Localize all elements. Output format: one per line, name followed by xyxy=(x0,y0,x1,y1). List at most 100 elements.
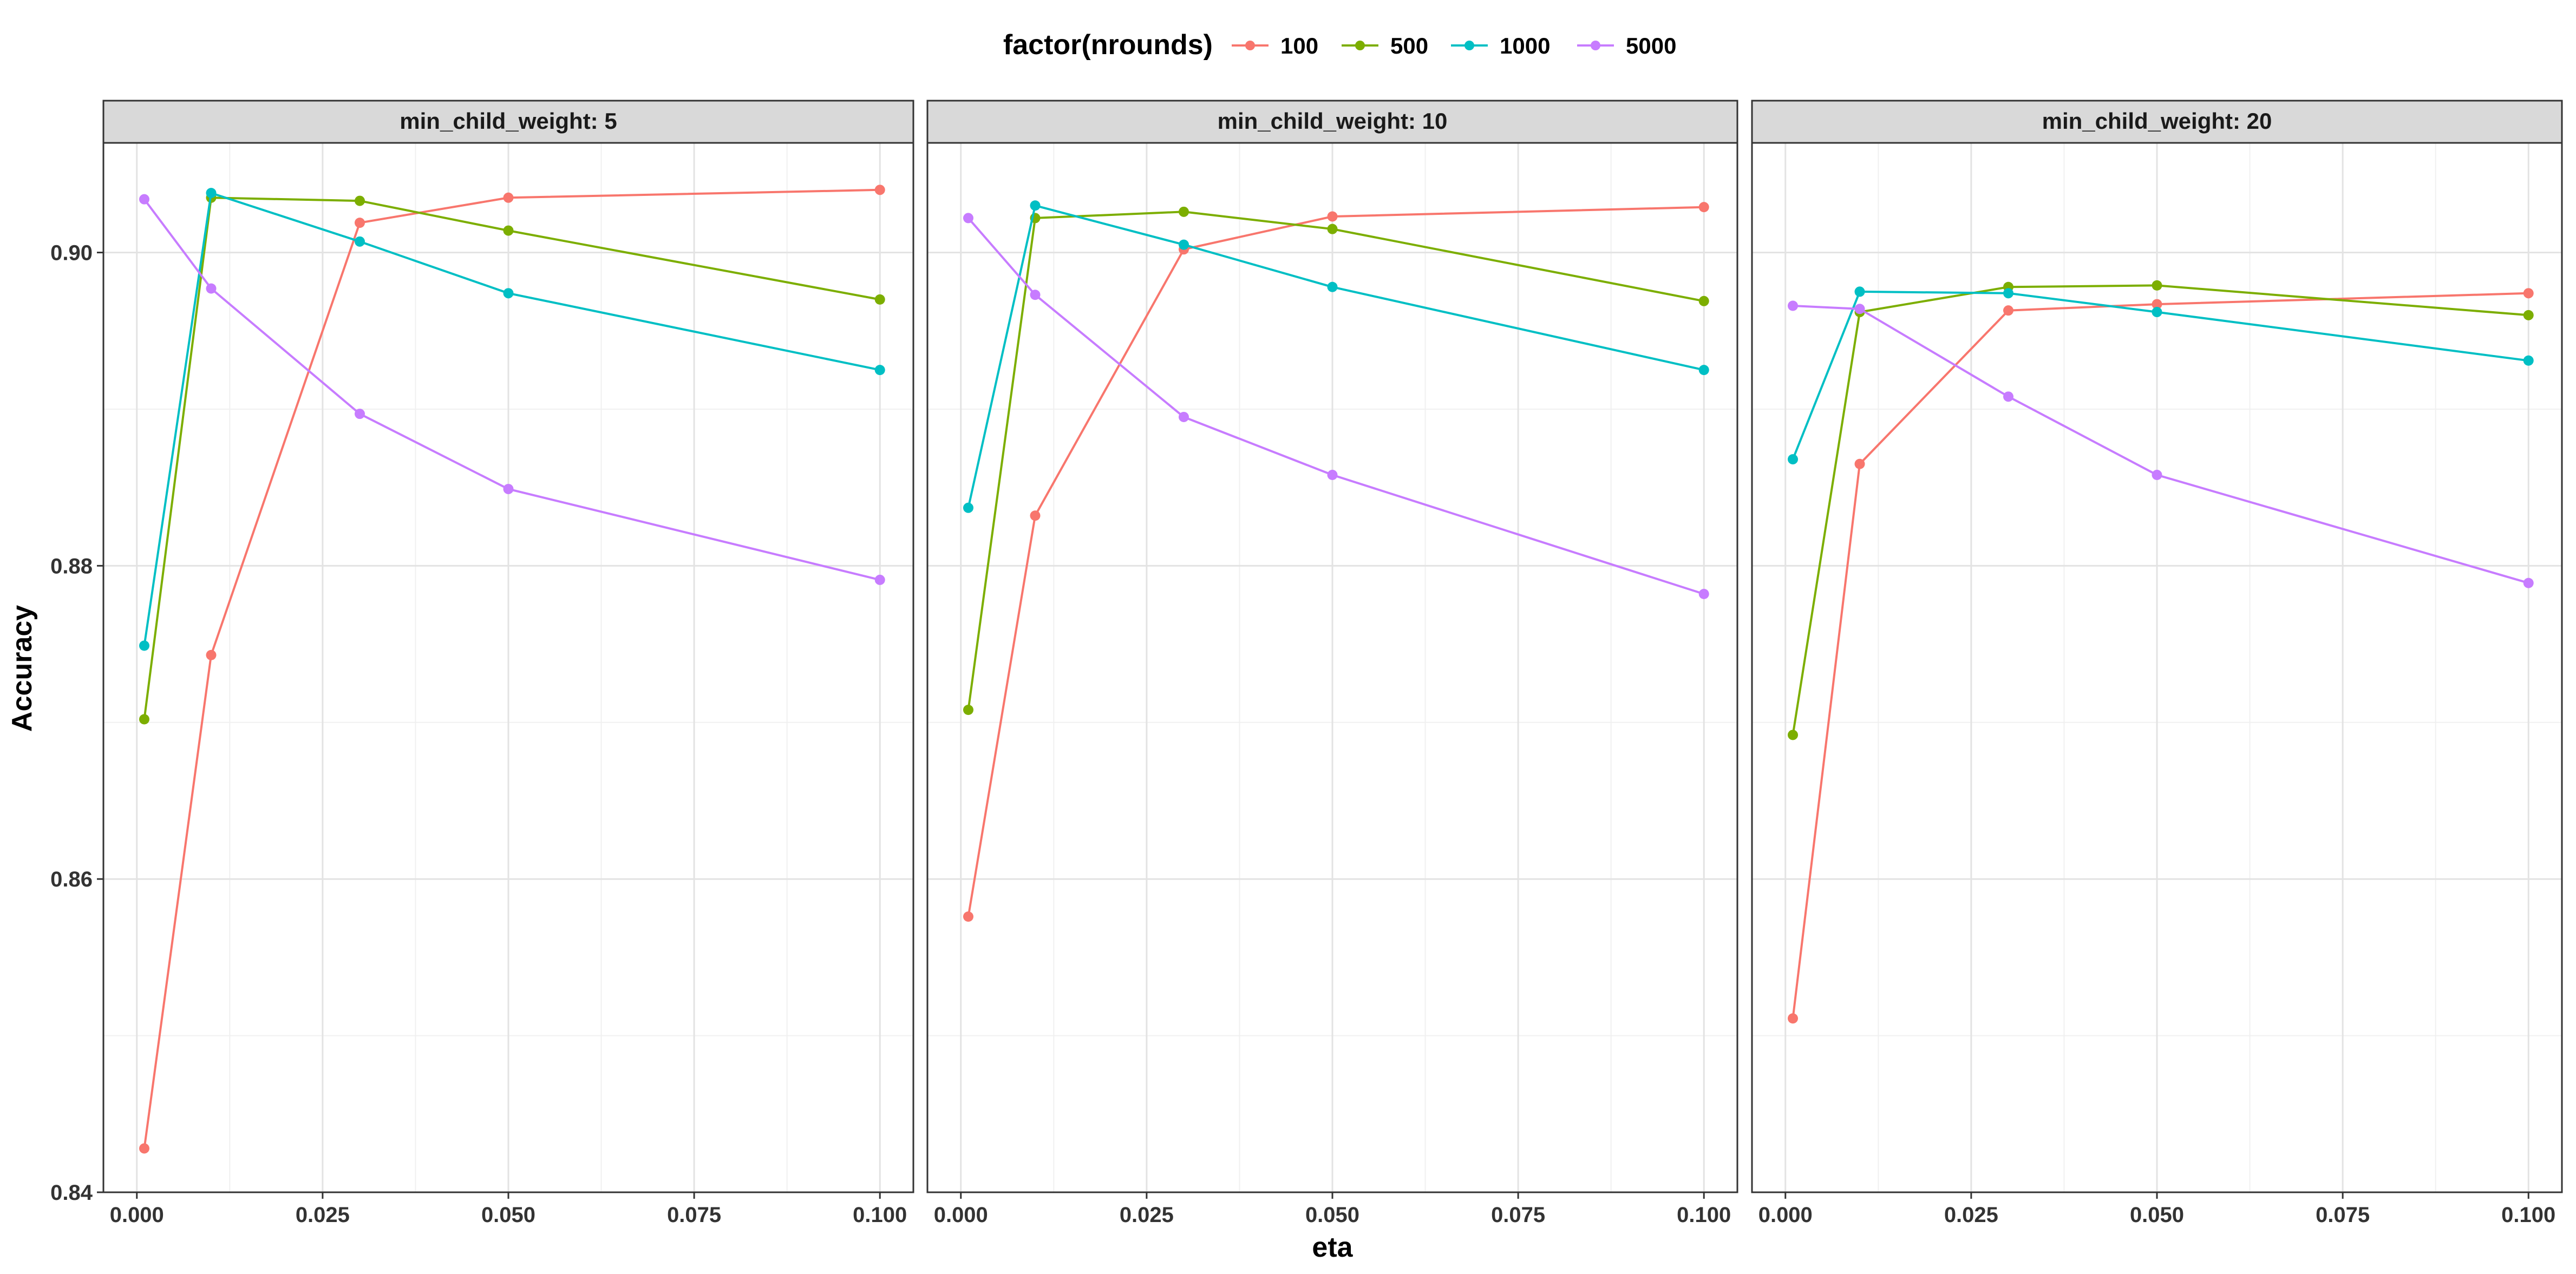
x-tick-label: 0.000 xyxy=(934,1203,988,1227)
data-point xyxy=(1787,1013,1798,1024)
data-point xyxy=(1854,304,1865,314)
data-point xyxy=(2523,310,2534,320)
data-point xyxy=(139,1143,149,1154)
data-point xyxy=(1030,200,1041,211)
x-tick-label: 0.100 xyxy=(1677,1203,1731,1227)
data-point xyxy=(1327,224,1338,234)
data-point xyxy=(2523,288,2534,299)
data-point xyxy=(1854,286,1865,297)
data-point xyxy=(1698,588,1709,599)
data-point xyxy=(503,225,514,236)
data-point xyxy=(963,213,973,224)
series-1000 xyxy=(963,200,1709,513)
x-tick-label: 0.025 xyxy=(1120,1203,1174,1227)
legend-label: 500 xyxy=(1390,33,1428,58)
legend-label: 100 xyxy=(1280,33,1318,58)
data-point xyxy=(355,195,365,206)
data-point xyxy=(1698,365,1709,376)
data-point xyxy=(2152,307,2162,318)
data-point xyxy=(1030,290,1041,300)
data-point xyxy=(2152,299,2162,310)
series-line xyxy=(143,188,880,1149)
data-point xyxy=(355,409,365,419)
series-5000 xyxy=(1787,300,2534,588)
data-point xyxy=(2152,280,2162,291)
x-tick-label: 0.075 xyxy=(667,1203,721,1227)
series-100 xyxy=(139,185,885,1154)
data-point xyxy=(1030,510,1041,521)
x-tick-label: 0.000 xyxy=(110,1203,164,1227)
x-tick-label: 0.000 xyxy=(1758,1203,1813,1227)
data-point xyxy=(874,185,885,195)
data-point xyxy=(1179,206,1189,217)
data-point xyxy=(503,192,514,203)
facet-panel: min_child_weight: 5 0.000 0.025 0.050 0.075 0… xyxy=(50,100,914,1227)
x-tick-label: 0.100 xyxy=(2501,1203,2555,1227)
data-point xyxy=(206,649,217,660)
series-line xyxy=(967,217,1704,595)
data-point xyxy=(1327,211,1338,222)
data-point xyxy=(139,640,149,651)
legend-label: 5000 xyxy=(1626,33,1676,58)
facet-panel: min_child_weight: 10 0.000 0.025 0.050 0.075… xyxy=(926,100,1738,1227)
facet-strip xyxy=(1751,100,2563,144)
series-100 xyxy=(963,202,1709,922)
legend-item-100: 100 xyxy=(1232,33,1318,58)
data-point xyxy=(206,188,217,199)
data-point xyxy=(139,714,149,725)
y-tick-label: 0.86 xyxy=(50,868,93,891)
data-point xyxy=(874,294,885,305)
x-axis-title: eta xyxy=(1312,1232,1353,1263)
data-point xyxy=(1787,300,1798,311)
series-line xyxy=(1792,284,2529,735)
data-point xyxy=(2523,355,2534,366)
series-line xyxy=(143,199,880,581)
data-point xyxy=(2152,470,2162,481)
facet-panels: min_child_weight: 5 0.000 0.025 0.050 0.075 0… xyxy=(50,100,2563,1227)
legend-item-1000: 1000 xyxy=(1451,33,1550,58)
data-point xyxy=(1698,295,1709,306)
data-point xyxy=(1179,239,1189,250)
series-line xyxy=(1792,292,2529,1019)
legend: factor(nrounds) 100 500 1000 5000 xyxy=(1003,29,1677,61)
x-tick-label: 0.025 xyxy=(296,1203,350,1227)
data-point xyxy=(139,194,149,205)
x-tick-label: 0.075 xyxy=(2316,1203,2370,1227)
data-point xyxy=(874,365,885,376)
data-point xyxy=(874,574,885,585)
series-line xyxy=(143,191,880,646)
data-point xyxy=(355,218,365,228)
data-point xyxy=(503,288,514,299)
facet-strip-label: min_child_weight: 10 xyxy=(1218,108,1448,134)
series-5000 xyxy=(963,213,1709,599)
x-tick-label: 0.075 xyxy=(1491,1203,1545,1227)
legend-key-point xyxy=(1464,41,1474,50)
legend-item-5000: 5000 xyxy=(1577,33,1676,58)
data-point xyxy=(1179,411,1189,422)
legend-title: factor(nrounds) xyxy=(1003,29,1213,61)
y-tick-label: 0.84 xyxy=(50,1181,93,1205)
data-point xyxy=(1327,470,1338,481)
legend-label: 1000 xyxy=(1500,33,1550,58)
facet-strip xyxy=(926,100,1738,144)
y-tick-label: 0.90 xyxy=(50,241,93,265)
facet-strip xyxy=(102,100,914,144)
data-point xyxy=(2003,288,2014,299)
series-500 xyxy=(1787,280,2534,740)
data-point xyxy=(963,911,973,922)
data-point xyxy=(355,236,365,247)
facet-strip-label: min_child_weight: 20 xyxy=(2042,108,2272,134)
data-point xyxy=(1854,458,1865,469)
facet-panel: min_child_weight: 20 0.000 0.025 0.050 0.075… xyxy=(1751,100,2563,1227)
series-1000 xyxy=(139,188,885,651)
series-100 xyxy=(1787,288,2534,1024)
legend-key-point xyxy=(1591,41,1600,50)
series-500 xyxy=(963,206,1709,715)
legend-key-point xyxy=(1245,41,1255,50)
x-tick-label: 0.050 xyxy=(1305,1203,1359,1227)
y-tick-label: 0.88 xyxy=(50,554,93,578)
x-tick-label: 0.025 xyxy=(1944,1203,1998,1227)
gridlines xyxy=(927,143,1737,1193)
gridlines xyxy=(103,143,913,1193)
data-point xyxy=(1787,454,1798,465)
